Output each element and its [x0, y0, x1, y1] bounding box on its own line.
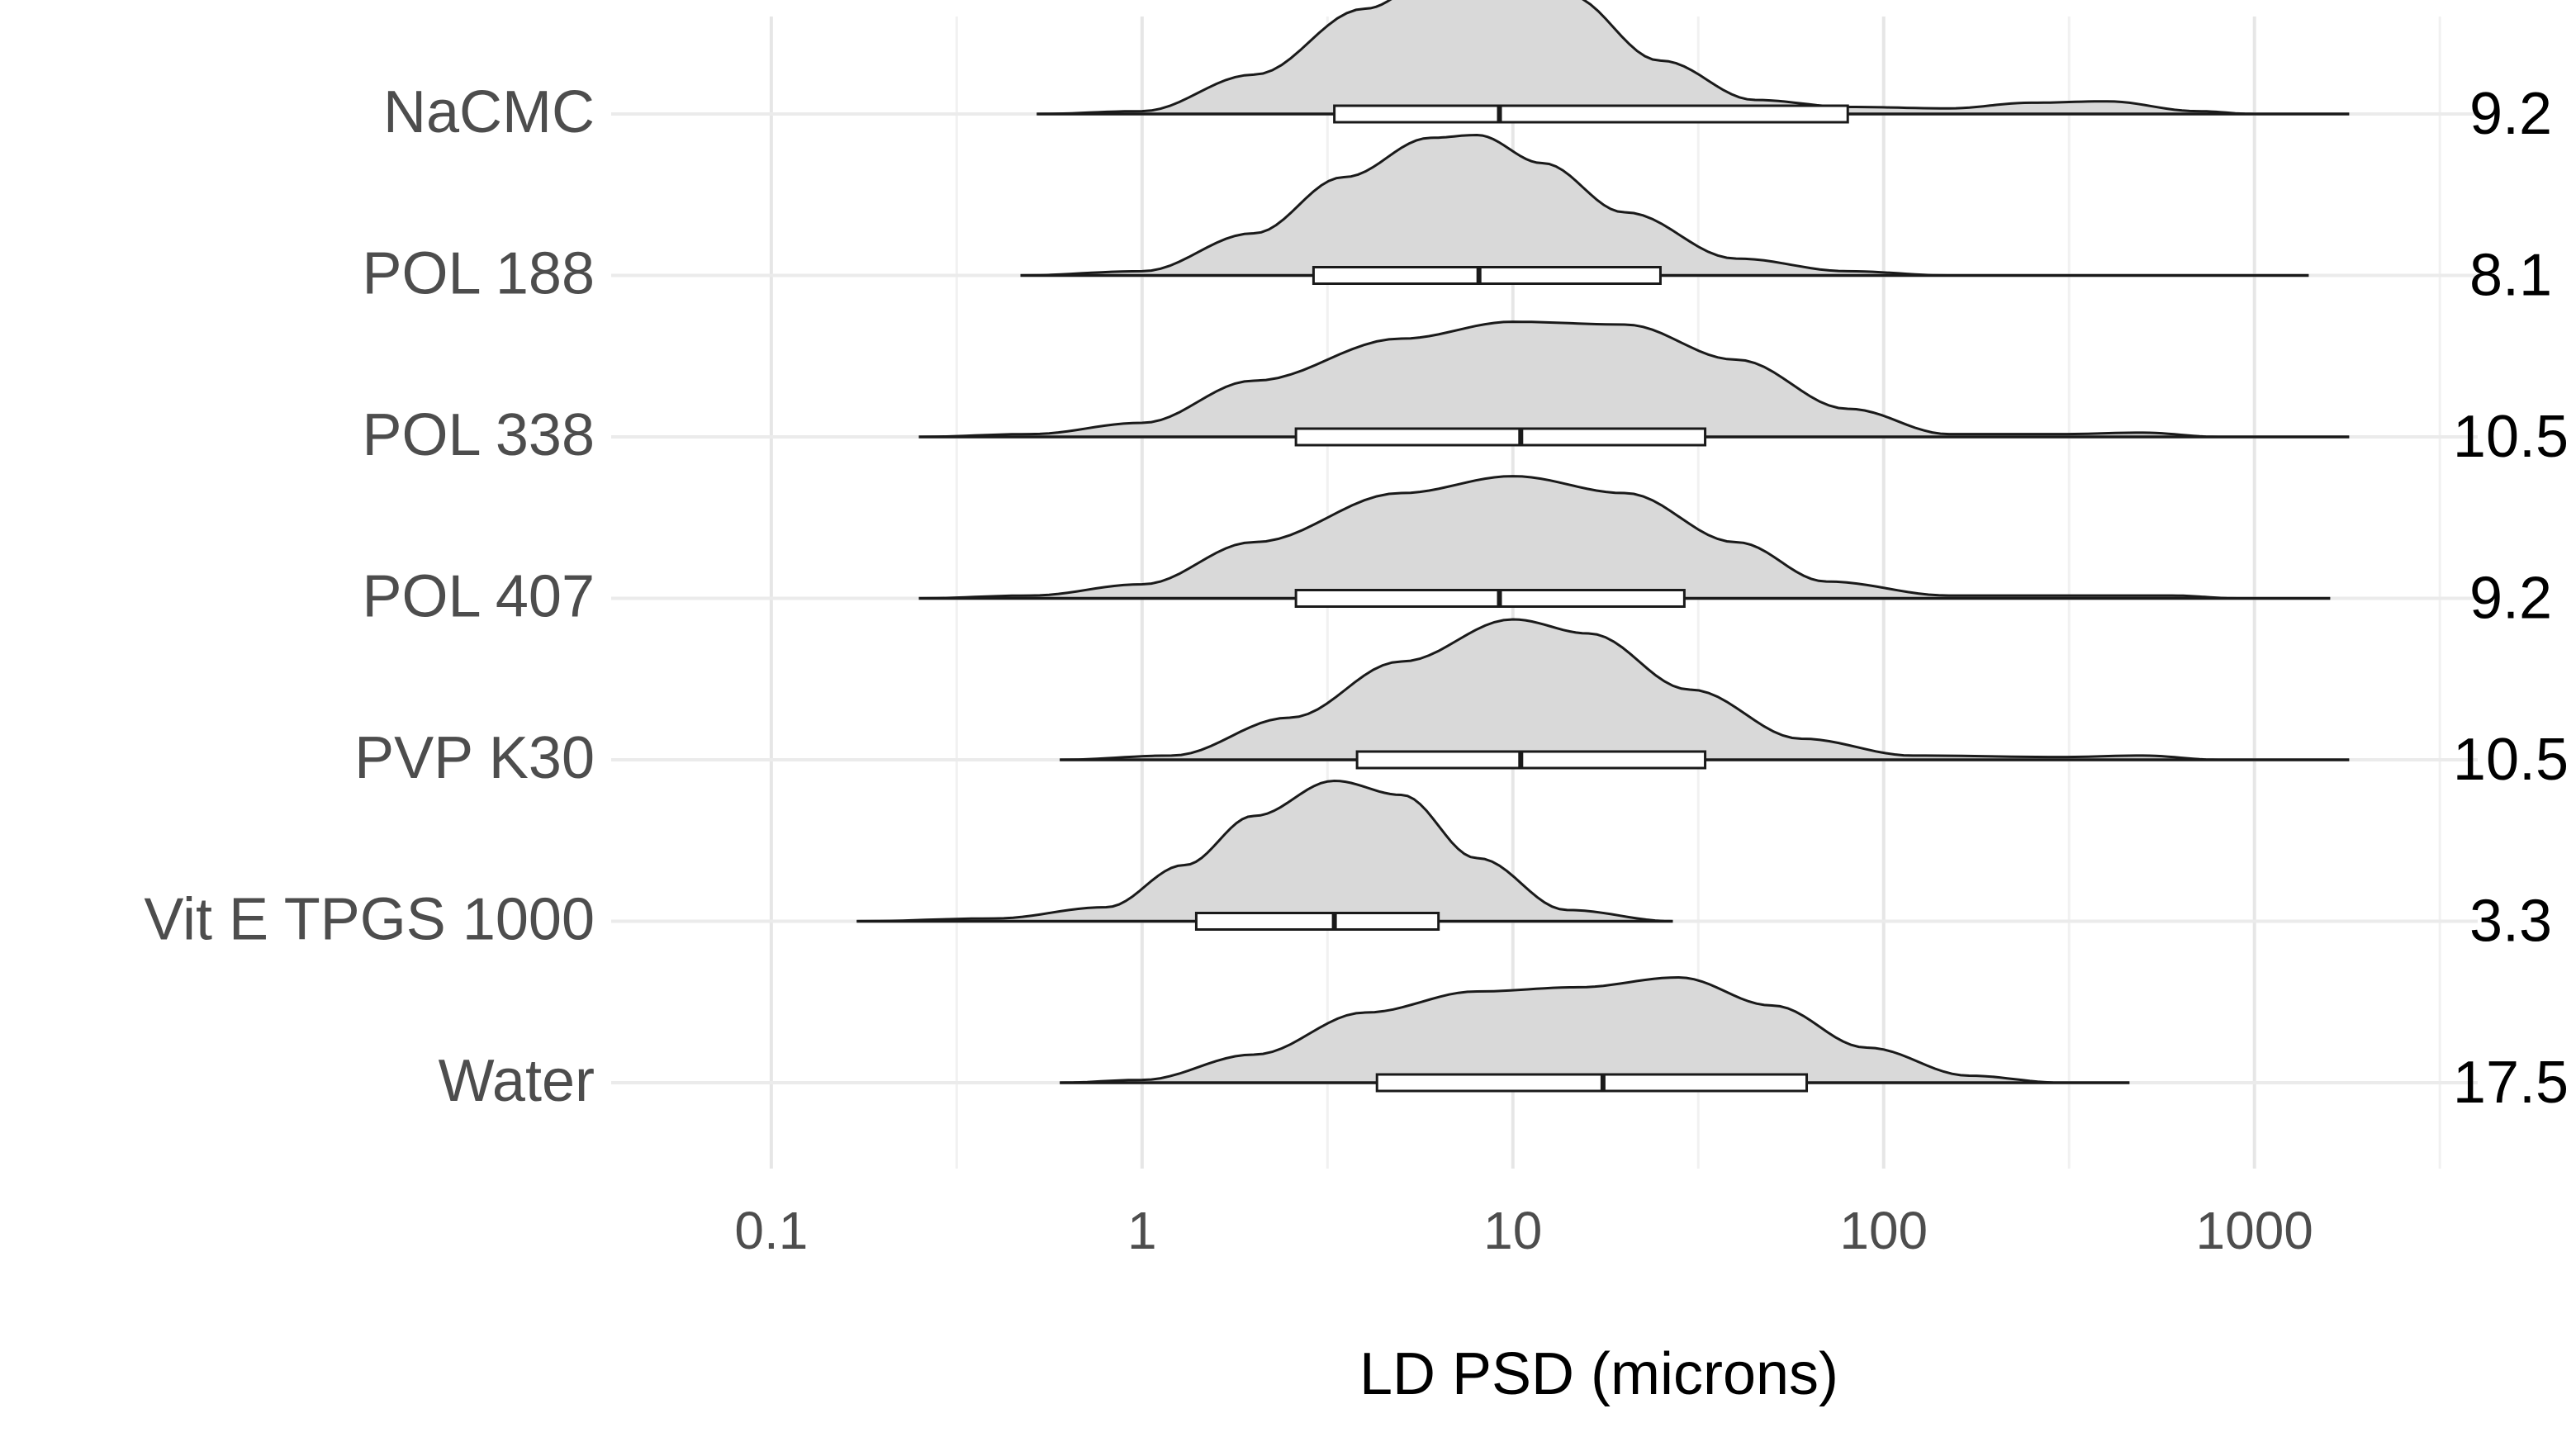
category-label: POL 338 — [362, 402, 595, 468]
series-vit-e-tpgs-1000 — [856, 779, 1673, 931]
density-ridge — [1020, 133, 2309, 277]
median-value-label: 10.5 — [2453, 404, 2569, 470]
x-tick-label: 1000 — [2196, 1201, 2313, 1260]
density-ridge — [918, 320, 2350, 439]
category-label: PVP K30 — [354, 725, 595, 791]
series-nacmc — [1037, 0, 2350, 124]
category-label: POL 188 — [362, 241, 595, 307]
median-value-label: 3.3 — [2469, 889, 2552, 955]
density-ridge — [1060, 618, 2350, 761]
series-layer — [856, 0, 2350, 1093]
density-ridge — [1037, 0, 2350, 116]
category-label: NaCMC — [383, 79, 595, 145]
x-tick-label: 100 — [1839, 1201, 1928, 1260]
category-labels: NaCMC POL 188 POL 338 POL 407 PVP K30 Vit E T… — [144, 79, 595, 1114]
box — [1375, 1073, 1809, 1093]
x-tick-labels: 0.1 1 10 100 1000 — [734, 1201, 2313, 1260]
median-value-label: 17.5 — [2453, 1050, 2569, 1116]
density-ridge — [1060, 975, 2130, 1084]
box — [1294, 589, 1686, 608]
box — [1312, 266, 1662, 285]
series-pvp-k30 — [1060, 618, 2350, 770]
x-tick-label: 0.1 — [734, 1201, 808, 1260]
x-axis-title: LD PSD (microns) — [1359, 1341, 1838, 1407]
median-value-label: 9.2 — [2469, 81, 2552, 147]
median-value-label: 10.5 — [2453, 727, 2569, 793]
category-label: Vit E TPGS 1000 — [144, 887, 595, 953]
series-water — [1060, 975, 2130, 1093]
category-label: POL 407 — [362, 564, 595, 630]
series-pol-407 — [918, 475, 2331, 608]
box — [1355, 750, 1707, 770]
box — [1294, 427, 1707, 447]
x-tick-label: 1 — [1127, 1201, 1157, 1260]
median-value-label: 9.2 — [2469, 566, 2552, 632]
density-ridge — [856, 779, 1673, 922]
series-pol-188 — [1020, 133, 2309, 285]
density-ridge — [918, 475, 2331, 600]
box — [1194, 912, 1440, 931]
box — [1333, 104, 1849, 124]
median-value-label: 8.1 — [2469, 243, 2552, 309]
series-pol-338 — [918, 320, 2350, 447]
x-tick-label: 10 — [1483, 1201, 1542, 1260]
category-label: Water — [439, 1048, 595, 1114]
median-labels: 9.2 8.1 10.5 9.2 10.5 3.3 17.5 — [2453, 81, 2569, 1116]
